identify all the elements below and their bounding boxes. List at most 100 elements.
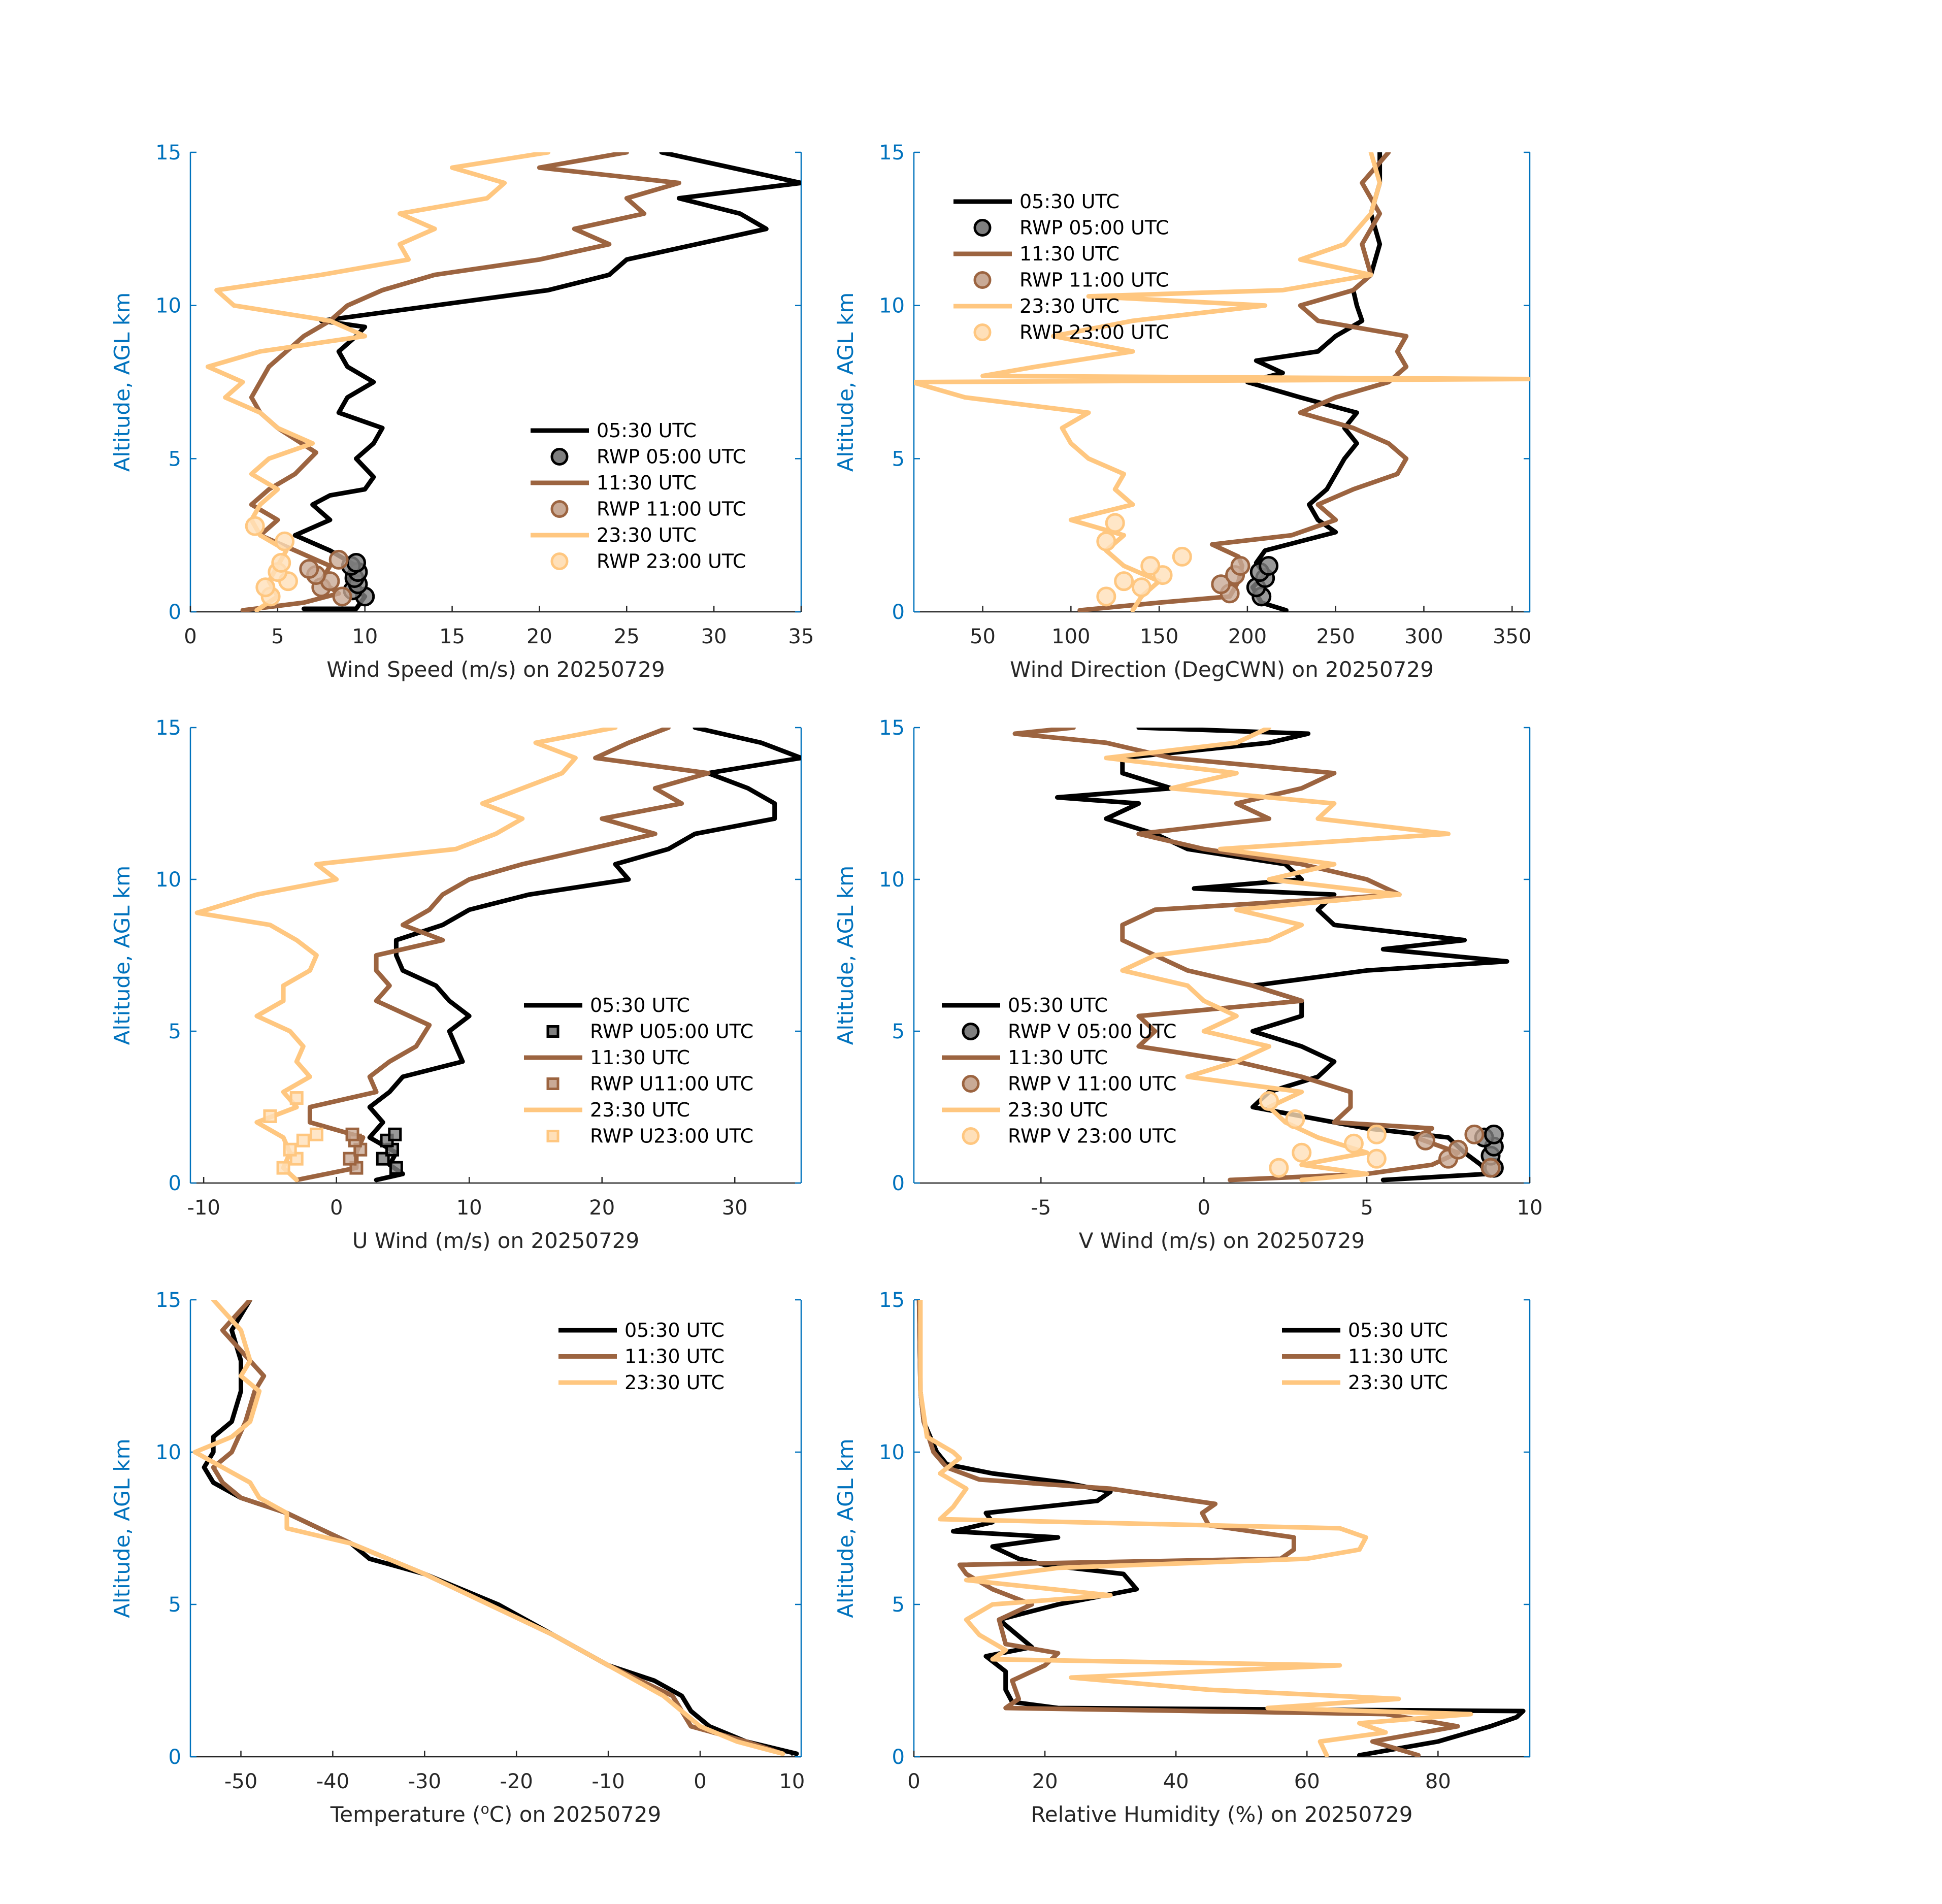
rwp-marker — [1230, 556, 1250, 576]
y-axis-label: Altitude, AGL km — [110, 866, 135, 1045]
x-tick-label: 20 — [589, 1196, 615, 1220]
x-label-text: C) on 20250729 — [489, 1802, 662, 1827]
legend-entry-label: 05:30 UTC — [1019, 190, 1120, 213]
plot-area — [192, 1300, 799, 1756]
rwp-marker — [1292, 1142, 1312, 1163]
series-line-0530utc — [292, 152, 801, 611]
legend-entry-label: RWP 11:00 UTC — [597, 498, 746, 520]
legend-marker — [550, 552, 569, 570]
y-axis-label: Altitude, AGL km — [110, 292, 135, 472]
x-tick-label: 0 — [330, 1196, 343, 1220]
legend-marker — [550, 500, 569, 518]
x-tick-label: 300 — [1404, 625, 1443, 648]
legend-marker — [962, 1127, 980, 1145]
series-line-0530utc — [1055, 728, 1509, 1183]
rwp-marker — [1096, 531, 1116, 551]
series-line-2330utc — [1104, 728, 1451, 1183]
panel-u-wind: 0 5 10 15 -10 0 10 20 30 U Wind (m/s) on 20250729… — [110, 716, 802, 1253]
legend-entry-label: 11:30 UTC — [590, 1046, 690, 1069]
x-tick-label: 10 — [779, 1770, 805, 1793]
rwp-marker — [1366, 1148, 1387, 1169]
legend-marker — [973, 323, 992, 341]
plot-area — [194, 728, 801, 1183]
rwp-marker — [1343, 1133, 1364, 1154]
rwp-marker — [289, 1091, 304, 1105]
y-tick-label: 0 — [169, 1172, 181, 1195]
x-axis-label: Wind Direction (DegCWN) on 20250729 — [1010, 657, 1434, 682]
legend-entry-label: 11:30 UTC — [597, 472, 697, 494]
rwp-marker — [299, 559, 319, 579]
rwp-marker — [276, 1161, 290, 1175]
y-tick-label: 10 — [879, 868, 905, 892]
legend-marker — [973, 219, 992, 237]
legend-entry-label: 23:30 UTC — [597, 524, 697, 546]
series-line-2330utc — [192, 1300, 785, 1756]
x-tick-label: 100 — [1051, 625, 1090, 648]
legend-entry-label: 11:30 UTC — [624, 1345, 725, 1368]
rwp-marker — [1416, 1130, 1436, 1151]
legend-marker — [550, 448, 569, 466]
x-label-superscript: o — [481, 1800, 489, 1817]
rwp-marker — [309, 1127, 323, 1141]
series-line-2330utc — [918, 1300, 1473, 1757]
rwp-marker — [1480, 1158, 1501, 1178]
legend-entry-label: 23:30 UTC — [1019, 295, 1120, 317]
x-tick-label: 10 — [352, 625, 378, 648]
rwp-marker — [1259, 556, 1279, 576]
series-line-1130utc — [294, 728, 711, 1183]
x-tick-label: 50 — [970, 625, 996, 648]
legend-entry-label: RWP U05:00 UTC — [590, 1021, 753, 1043]
legend-entry-label: RWP 05:00 UTC — [1019, 217, 1169, 239]
y-tick-label: 0 — [892, 1746, 905, 1769]
x-tick-label: 0 — [694, 1770, 706, 1793]
x-tick-label: 0 — [1197, 1196, 1210, 1220]
y-tick-label: 15 — [155, 1289, 181, 1312]
rwp-marker — [255, 577, 276, 598]
x-tick-label: 35 — [788, 625, 814, 648]
x-tick-label: -10 — [187, 1196, 220, 1220]
legend-entry-label: 05:30 UTC — [597, 419, 697, 442]
x-tick-label: 5 — [1360, 1196, 1373, 1220]
legend-marker — [546, 1130, 559, 1142]
rwp-marker — [271, 552, 291, 573]
rwp-marker — [263, 1109, 277, 1123]
x-tick-label: 15 — [439, 625, 465, 648]
x-tick-label: -5 — [1031, 1196, 1051, 1220]
x-tick-label: 60 — [1294, 1770, 1320, 1793]
x-tick-label: 30 — [722, 1196, 748, 1220]
legend-entry-label: RWP 23:00 UTC — [597, 550, 746, 573]
plot-area — [916, 1300, 1526, 1757]
rwp-marker — [1096, 586, 1116, 607]
rwp-marker — [275, 531, 295, 551]
legend-entry-label: RWP V 05:00 UTC — [1008, 1021, 1176, 1043]
legend-entry-label: 05:30 UTC — [1008, 994, 1108, 1016]
legend-entry-label: 11:30 UTC — [1008, 1046, 1108, 1069]
rwp-marker — [296, 1133, 310, 1147]
rwp-marker — [343, 1152, 357, 1166]
y-tick-label: 15 — [879, 1289, 905, 1312]
legend-entry-label: RWP 05:00 UTC — [597, 446, 746, 468]
y-tick-label: 5 — [892, 1020, 905, 1043]
x-tick-label: 10 — [456, 1196, 482, 1220]
y-axis-label: Altitude, AGL km — [833, 292, 858, 472]
x-tick-label: 200 — [1228, 625, 1267, 648]
x-axis-label: U Wind (m/s) on 20250729 — [352, 1228, 640, 1253]
rwp-marker — [1114, 571, 1134, 592]
x-tick-label: -30 — [408, 1770, 441, 1793]
rwp-marker — [1259, 1091, 1279, 1111]
y-tick-label: 10 — [879, 294, 905, 318]
legend-entry-label: RWP 11:00 UTC — [1019, 269, 1169, 291]
x-tick-label: -20 — [500, 1770, 533, 1793]
legend-entry-label: 05:30 UTC — [624, 1319, 725, 1341]
rwp-marker — [1140, 556, 1161, 576]
rwp-marker — [245, 516, 265, 536]
series-line-1130utc — [916, 1300, 1460, 1757]
panel-wind-speed: 0 5 10 15 0 5 10 15 20 25 30 35 Wind Speed (m/s) on … — [110, 141, 814, 682]
plot-area — [1012, 728, 1509, 1183]
legend-marker — [546, 1025, 559, 1038]
y-tick-label: 5 — [169, 447, 181, 471]
y-tick-label: 0 — [892, 601, 905, 624]
legend-entry-label: RWP V 11:00 UTC — [1008, 1073, 1176, 1095]
x-tick-label: 10 — [1517, 1196, 1543, 1220]
legend-entry-label: 23:30 UTC — [1348, 1371, 1448, 1394]
